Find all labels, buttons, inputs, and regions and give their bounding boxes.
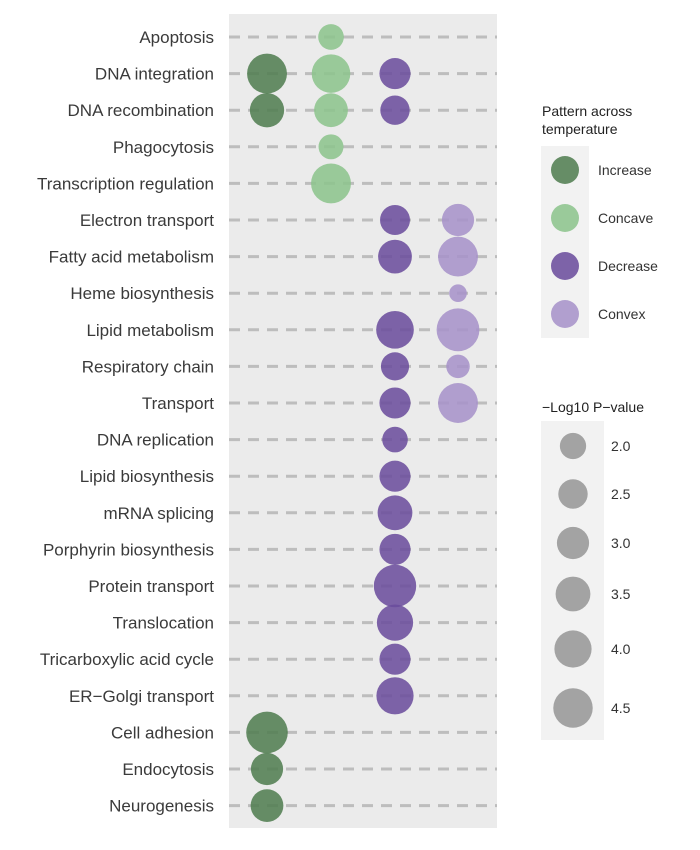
color-legend: Pattern across temperature Increase Conca… (541, 103, 658, 338)
term-label-neurogenesis: Neurogenesis (109, 797, 214, 816)
color-legend-key-decrease (551, 252, 579, 280)
color-legend-label-convex: Convex (598, 306, 645, 322)
bubble-lipid-metabolism-convex (436, 308, 480, 352)
bubble-dna-integration-concave (311, 54, 351, 93)
size-legend-label-5: 4.5 (611, 700, 631, 716)
color-legend-title-line-2: temperature (542, 121, 618, 137)
term-label-transport: Transport (142, 394, 214, 413)
bubble-tricarboxylic-acid-cycle-decrease (379, 643, 411, 675)
term-label-lipid-metabolism: Lipid metabolism (86, 321, 214, 340)
bubble-porphyrin-biosynthesis-decrease (379, 533, 411, 565)
bubble-electron-transport-convex (441, 203, 475, 237)
bubble-protein-transport-decrease (373, 564, 417, 608)
term-label-dna-replication: DNA replication (97, 431, 214, 450)
bubble-endocytosis-increase (250, 752, 284, 786)
term-label-electron-transport: Electron transport (80, 211, 214, 230)
bubble-neurogenesis-increase (250, 789, 284, 822)
bubble-transcription-regulation-concave (311, 163, 351, 204)
size-legend-key-5 (553, 688, 593, 728)
bubble-transport-decrease (379, 387, 411, 419)
bubble-dna-integration-decrease (379, 58, 411, 90)
bubble-fatty-acid-metabolism-decrease (378, 239, 412, 274)
term-label-respiratory-chain: Respiratory chain (82, 357, 214, 376)
term-label-transcription-regulation: Transcription regulation (37, 174, 214, 193)
term-label-lipid-biosynthesis: Lipid biosynthesis (80, 467, 214, 486)
color-legend-title-line-1: Pattern across (542, 103, 632, 119)
bubble-dna-recombination-concave (314, 93, 348, 128)
size-legend-label-0: 2.0 (611, 438, 631, 454)
bubble-heme-biosynthesis-convex (449, 284, 467, 303)
term-label-cell-adhesion: Cell adhesion (111, 723, 214, 742)
bubble-apoptosis-concave (318, 24, 344, 50)
size-legend-label-1: 2.5 (611, 486, 631, 502)
term-label-dna-integration: DNA integration (95, 65, 214, 84)
term-label-translocation: Translocation (113, 614, 214, 633)
bubble-phagocytosis-concave (318, 134, 344, 160)
bubble-lipid-biosynthesis-decrease (379, 460, 411, 492)
color-legend-label-concave: Concave (598, 210, 653, 226)
size-legend-label-3: 3.5 (611, 586, 631, 602)
bubble-transport-convex (438, 383, 478, 423)
size-legend-key-2 (556, 526, 590, 560)
size-legend-label-4: 4.0 (611, 641, 631, 657)
color-legend-key-increase (551, 156, 579, 184)
bubble-dna-recombination-increase (249, 93, 285, 128)
size-legend-key-1 (558, 479, 588, 509)
term-label-porphyrin-biosynthesis: Porphyrin biosynthesis (43, 540, 214, 559)
bubble-er-golgi-transport-decrease (376, 677, 414, 715)
bubble-respiratory-chain-convex (446, 354, 470, 379)
bubble-cell-adhesion-increase (246, 711, 288, 754)
term-label-apoptosis: Apoptosis (139, 28, 214, 47)
term-label-protein-transport: Protein transport (88, 577, 214, 596)
term-label-er-golgi-transport: ER−Golgi transport (69, 687, 214, 706)
size-legend-key-0 (559, 432, 587, 460)
term-label-mrna-splicing: mRNA splicing (103, 504, 214, 523)
term-labels: Apoptosis DNA integration DNA recombinatio… (37, 28, 214, 816)
size-legend-key-3 (555, 576, 591, 612)
color-legend-label-increase: Increase (598, 162, 652, 178)
bubble-respiratory-chain-decrease (380, 352, 410, 381)
size-legend-label-2: 3.0 (611, 535, 631, 551)
term-label-tricarboxylic-acid-cycle: Tricarboxylic acid cycle (40, 650, 214, 669)
term-label-heme-biosynthesis: Heme biosynthesis (70, 284, 214, 303)
bubble-lipid-metabolism-decrease (376, 310, 414, 349)
term-label-dna-recombination: DNA recombination (68, 101, 214, 120)
size-legend: −Log10 P−value 2.0 2.5 3.0 3.5 4.0 4.5 (541, 399, 644, 740)
bubble-translocation-decrease (376, 604, 414, 641)
bubbles (246, 24, 480, 822)
bubble-fatty-acid-metabolism-convex (438, 236, 478, 277)
term-label-fatty-acid-metabolism: Fatty acid metabolism (49, 248, 214, 267)
bubble-electron-transport-decrease (380, 205, 410, 235)
color-legend-key-concave (551, 204, 579, 232)
color-legend-label-decrease: Decrease (598, 258, 658, 274)
bubble-mrna-splicing-decrease (377, 495, 413, 531)
term-label-phagocytosis: Phagocytosis (113, 138, 214, 157)
bubble-dna-replication-decrease (382, 426, 408, 453)
size-legend-title: −Log10 P−value (542, 399, 644, 415)
size-legend-key-4 (554, 630, 592, 668)
bubble-dna-recombination-decrease (380, 95, 410, 125)
term-label-endocytosis: Endocytosis (122, 760, 214, 779)
color-legend-key-convex (551, 300, 579, 328)
bubble-dna-integration-increase (247, 53, 287, 94)
